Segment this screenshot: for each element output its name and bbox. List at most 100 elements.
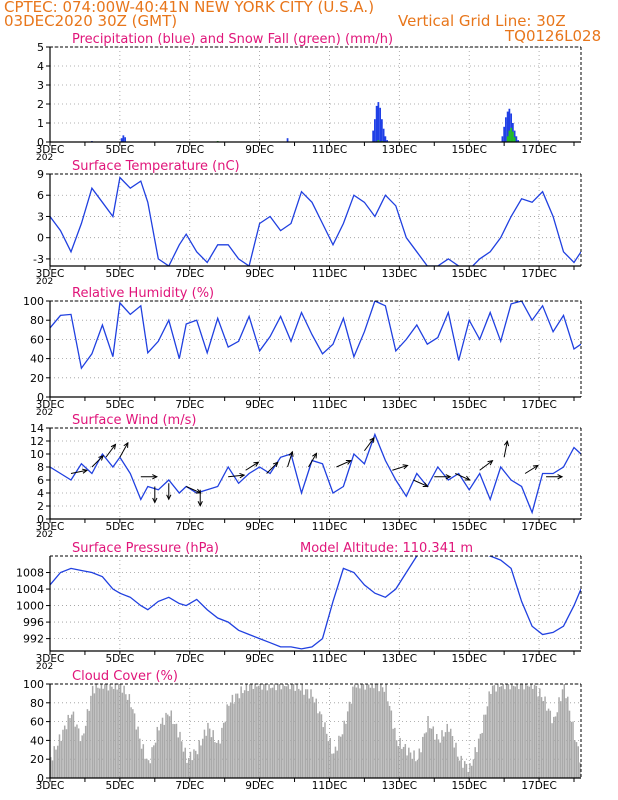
plot-area — [50, 432, 581, 515]
x-tick-label: 11DEC — [312, 653, 347, 665]
cloud-bar — [563, 684, 566, 778]
snow-bar — [508, 130, 511, 142]
precip-bar — [124, 137, 126, 142]
cloud-bar — [448, 731, 450, 778]
cloud-bar — [408, 747, 410, 778]
y-tick-label: 1000 — [16, 600, 44, 613]
cloud-bar — [486, 706, 489, 778]
cloud-bar — [287, 684, 290, 778]
cloud-bar — [67, 714, 69, 778]
x-tick-label: 5DEC — [106, 780, 135, 792]
wind-arrow — [91, 455, 104, 468]
wind-arrow — [413, 479, 428, 487]
cloud-bar — [263, 684, 265, 778]
cloud-bar — [511, 684, 513, 778]
x-tick-label: 17DEC — [521, 144, 556, 156]
cloud-bar — [546, 710, 548, 778]
cloud-bar — [285, 686, 288, 778]
cloud-bar — [380, 684, 382, 778]
cloud-bar — [481, 732, 483, 778]
cloud-bar — [280, 689, 283, 778]
cloud-bar — [497, 684, 499, 778]
cloud-bar — [458, 760, 461, 778]
cloud-bar — [95, 684, 97, 778]
cloud-bar — [69, 718, 71, 778]
cloud-bar — [275, 690, 277, 778]
cloud-bar — [298, 688, 300, 778]
panel-4 — [46, 555, 582, 655]
x-tick-label: 9DEC — [245, 268, 274, 280]
x-tick-label: 3DEC — [36, 268, 65, 280]
cloud-bar — [399, 737, 401, 778]
cloud-bar — [74, 726, 76, 778]
x-tick-label: 17DEC — [521, 653, 556, 665]
panel-title: Cloud Cover (%) — [72, 669, 178, 684]
cloud-bar — [327, 741, 330, 778]
cloud-bar — [453, 747, 455, 778]
x-tick-label: 15DEC — [451, 268, 486, 280]
cloud-bar — [144, 758, 146, 778]
cloud-bar — [378, 691, 380, 778]
cloud-bar — [259, 684, 262, 778]
y-tick-label: 0 — [37, 513, 44, 526]
cloud-bar — [430, 728, 433, 778]
cloud-bar — [63, 725, 66, 778]
wind-arrow — [364, 437, 375, 452]
cloud-bar — [443, 736, 445, 778]
cloud-bar — [254, 684, 256, 778]
snow-bar — [510, 127, 513, 142]
cloud-bar — [88, 710, 90, 778]
cloud-bar — [137, 726, 139, 778]
cloud-bar — [163, 724, 166, 778]
cloud-bar — [252, 689, 255, 778]
y-tick-label: 0 — [37, 391, 44, 404]
cloud-bar — [532, 688, 534, 778]
precip-bar — [501, 136, 504, 142]
cloud-bar — [535, 685, 538, 778]
y-tick-label: 0 — [37, 136, 44, 149]
cloud-bar — [416, 759, 419, 778]
x-tick-label: 15DEC — [451, 399, 486, 411]
cloud-bar — [177, 737, 179, 778]
y-tick-label: 2 — [37, 98, 44, 111]
precip-bar — [375, 105, 378, 142]
cloud-bar — [266, 690, 269, 778]
cloud-bar — [219, 743, 221, 778]
y-tick-label: 1 — [37, 117, 44, 130]
cloud-bar — [495, 691, 497, 778]
cloud-bar — [133, 713, 136, 778]
cloud-bar — [58, 734, 61, 778]
cloud-bar — [504, 689, 506, 778]
cloud-bar — [140, 748, 143, 778]
year-label: 202 — [36, 662, 53, 672]
precip-bar — [377, 102, 380, 142]
cloud-bar — [238, 698, 241, 778]
cloud-bar — [456, 756, 459, 778]
x-tick-label: 13DEC — [382, 144, 417, 156]
cloud-bar — [198, 740, 200, 778]
wind-arrow — [266, 461, 279, 474]
cloud-bar — [165, 712, 167, 778]
cloud-bar — [463, 761, 466, 778]
wind-arrow — [479, 460, 493, 471]
wind-arrow-head — [312, 452, 318, 459]
wind-arrow-head — [197, 501, 203, 507]
y-tick-label: 6 — [37, 189, 44, 202]
y-tick-label: 80 — [30, 314, 44, 327]
cloud-bar — [385, 684, 387, 778]
wind-arrow — [119, 442, 129, 458]
cloud-bar — [83, 733, 85, 778]
y-tick-label: 8 — [37, 461, 44, 474]
cloud-bar — [70, 714, 73, 778]
precip-bar — [381, 119, 383, 142]
precip-bar — [379, 107, 382, 142]
y-tick-label: 2 — [37, 500, 44, 513]
cloud-bar — [390, 710, 393, 778]
cloud-bar — [491, 685, 494, 778]
cloud-bar — [345, 723, 347, 778]
cloud-bar — [313, 702, 316, 778]
x-tick-label: 17DEC — [521, 521, 556, 533]
cloud-bar — [558, 697, 560, 778]
panel-title: Precipitation (blue) and Snow Fall (gree… — [72, 32, 393, 47]
